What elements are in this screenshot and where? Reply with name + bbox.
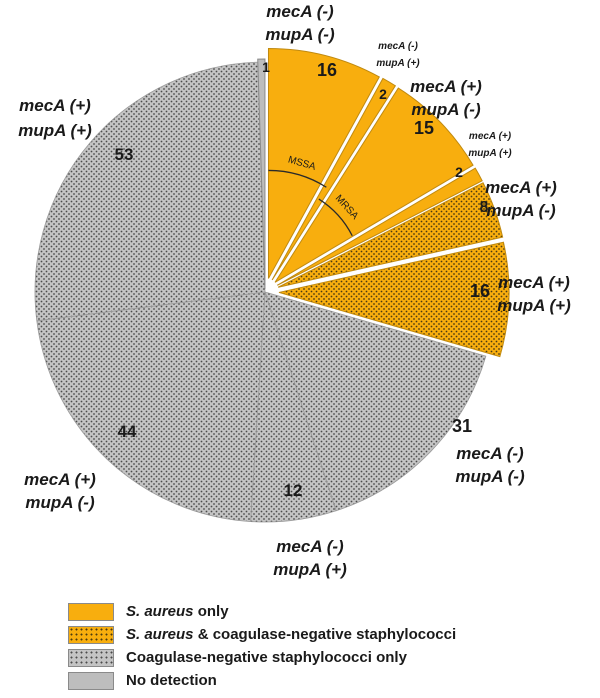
pie-slice-8: [36, 291, 266, 522]
slice-value-label-4: 8: [480, 199, 489, 216]
slice-category-label-5-meca: mecA (+): [498, 273, 570, 292]
pie-slice-9: [34, 61, 266, 322]
mrsa-arc: [318, 198, 353, 237]
slice-category-label-9-mupa: mupA (+): [18, 121, 92, 140]
slice-category-label-2-mupa: mupA (-): [411, 100, 481, 119]
pie-slice-10: [257, 58, 266, 290]
slice-category-label-0-meca: mecA (-): [266, 2, 334, 21]
pie-slice-5: [278, 241, 510, 358]
legend: S. aureus only S. aureus & coagulase-neg…: [68, 600, 456, 692]
slice-category-label-0-mupa: mupA (-): [265, 25, 335, 44]
legend-swatch-no-detection: [68, 671, 114, 690]
slice-value-label-2: 15: [414, 118, 434, 138]
legend-item-cons-only: Coagulase-negative staphylococci only: [68, 646, 456, 669]
slice-value-label-8: 44: [118, 422, 137, 441]
slice-category-label-6-mupa: mupA (-): [455, 467, 525, 486]
legend-label-cons-only: Coagulase-negative staphylococci only: [126, 649, 407, 666]
legend-label-s-aureus-only: S. aureus only: [126, 603, 229, 620]
slice-value-label-0: 16: [317, 60, 337, 80]
slice-category-label-4-meca: mecA (+): [485, 178, 557, 197]
pie-slice-2: [274, 87, 474, 283]
pie-slice-0: [267, 47, 380, 279]
slice-category-label-4-mupa: mupA (-): [486, 201, 556, 220]
legend-item-s-aureus-only: S. aureus only: [68, 600, 456, 623]
legend-swatch-s-aureus-and-cons: [68, 625, 114, 644]
slice-value-label-10: 1: [262, 59, 270, 75]
pie-slice-1: [271, 77, 397, 281]
slice-value-label-6: 31: [452, 416, 472, 436]
slice-category-label-8-meca: mecA (+): [24, 470, 96, 489]
slice-category-label-6-meca: mecA (-): [456, 444, 524, 463]
slice-category-label-7-mupa: mupA (+): [273, 560, 347, 579]
legend-swatch-cons-only: [68, 648, 114, 667]
slice-category-label-3-meca: mecA (+): [469, 131, 512, 142]
mssa-arc: [268, 169, 327, 188]
legend-swatch-s-aureus-only: [68, 602, 114, 621]
slice-category-label-5-mupa: mupA (+): [497, 296, 571, 315]
slice-category-label-8-mupa: mupA (-): [25, 493, 95, 512]
pie-slice-6: [264, 291, 487, 512]
slice-category-label-1-meca: mecA (-): [378, 41, 418, 52]
pie-slice-4: [277, 182, 504, 288]
slice-value-label-7: 12: [284, 481, 303, 500]
legend-item-s-aureus-and-cons: S. aureus & coagulase-negative staphyloc…: [68, 623, 456, 646]
slice-category-label-1-mupa: mupA (+): [376, 58, 420, 69]
legend-label-s-aureus-and-cons: S. aureus & coagulase-negative staphyloc…: [126, 626, 457, 643]
legend-item-no-detection: No detection: [68, 669, 456, 692]
pie-slice-3: [277, 167, 483, 286]
slice-category-label-3-mupa: mupA (+): [468, 148, 512, 159]
legend-label-no-detection: No detection: [126, 672, 217, 689]
slice-category-label-9-meca: mecA (+): [19, 96, 91, 115]
slice-value-label-5: 16: [470, 281, 490, 301]
slice-value-label-1: 2: [379, 86, 387, 102]
slice-category-label-2-meca: mecA (+): [410, 77, 482, 96]
slice-category-label-7-meca: mecA (-): [276, 537, 344, 556]
slice-value-label-9: 53: [115, 145, 134, 164]
slice-value-label-3: 2: [455, 164, 463, 180]
